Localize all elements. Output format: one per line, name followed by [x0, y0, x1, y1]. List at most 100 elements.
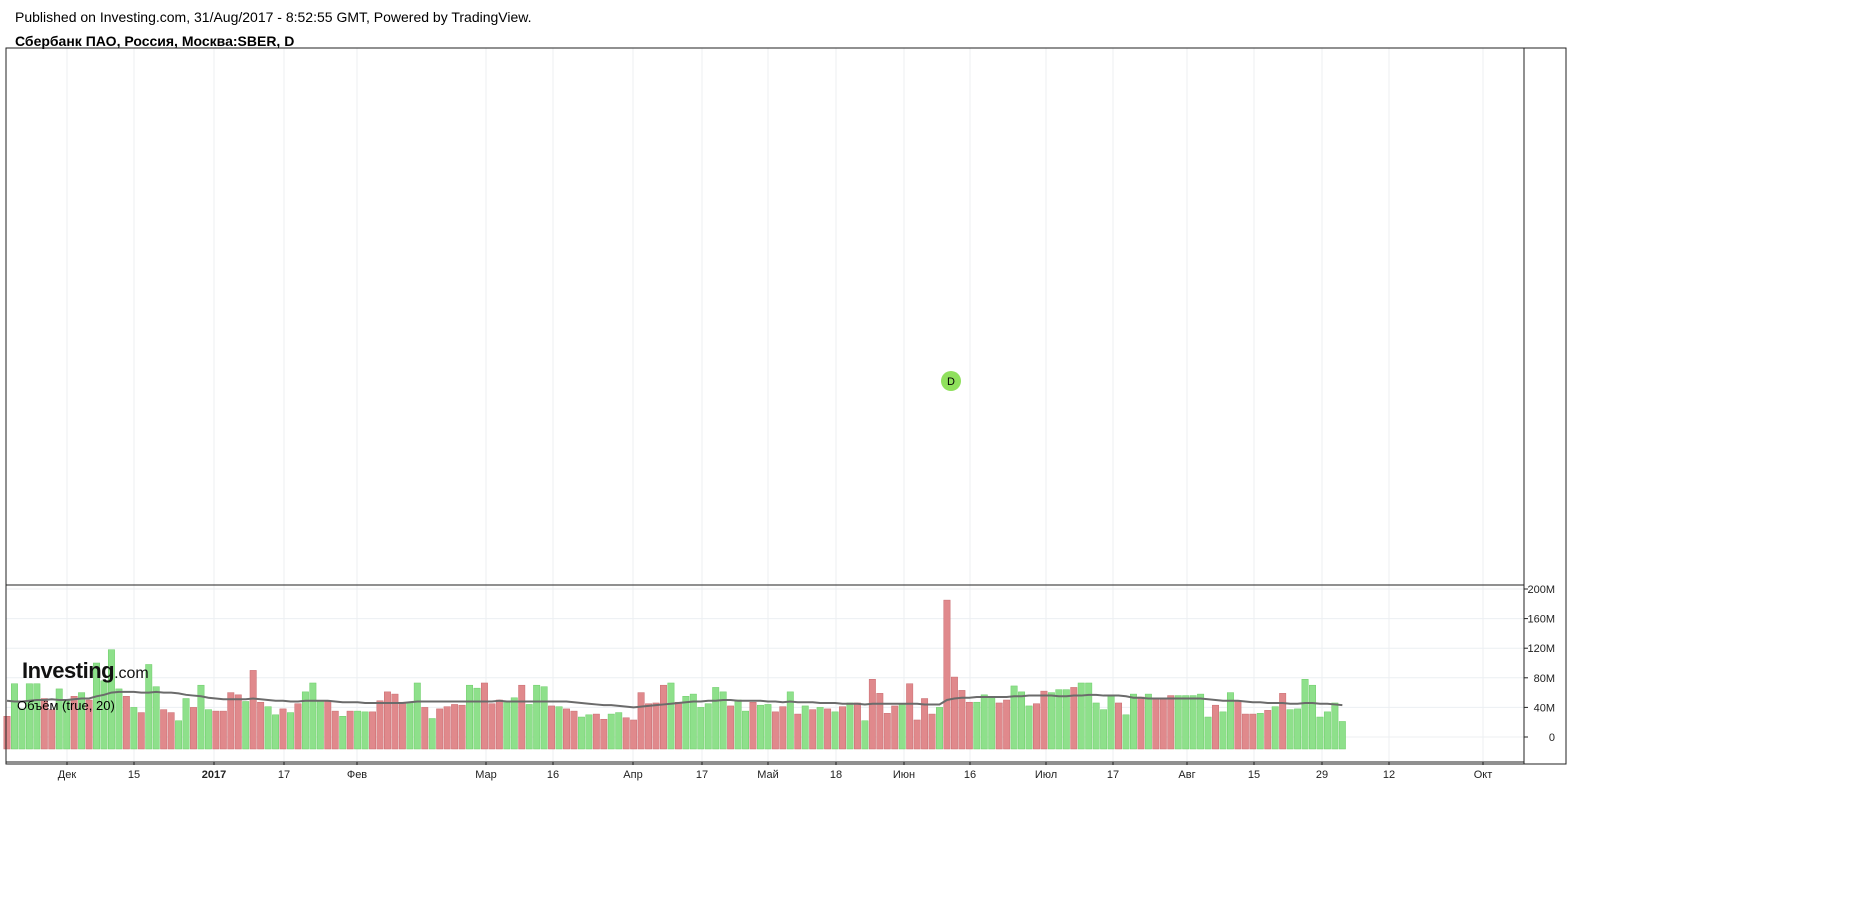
time-axis: Дек 15 2017 17 Фев Мар 16 Апр 17 Май 18 Июн 16 Июл 17 А… [58, 762, 1492, 781]
volume-tick-label: 160M [1527, 614, 1555, 626]
volume-bar [1033, 703, 1040, 750]
volume-bar [443, 706, 451, 750]
investing-logo: Investing.com [22, 658, 149, 684]
time-tick-label: 16 [547, 769, 559, 781]
volume-bar [130, 707, 138, 750]
volume-bar [734, 699, 742, 750]
volume-tick-label: 0 [1549, 732, 1555, 744]
volume-bar [1234, 700, 1242, 750]
volume-bar [794, 713, 802, 750]
volume-bar [190, 707, 197, 750]
volume-bar [1182, 695, 1190, 750]
volume-bar [1115, 702, 1122, 750]
volume-tick-label: 40M [1534, 702, 1555, 714]
time-tick-label: Дек [58, 769, 77, 781]
volume-bar [1130, 693, 1137, 750]
volume-bar [503, 701, 511, 750]
time-tick-label: Апр [623, 769, 642, 781]
volume-bar [1264, 710, 1272, 750]
volume-bar [1212, 704, 1219, 750]
volume-bar [637, 692, 645, 750]
volume-bar [1085, 682, 1093, 750]
volume-bar [600, 718, 608, 750]
volume-bar [883, 713, 891, 750]
volume-bar [1301, 679, 1309, 750]
volume-bar [876, 693, 884, 750]
volume-bar [712, 687, 720, 750]
volume-bar [212, 710, 220, 750]
volume-bar [160, 709, 168, 750]
volume-bar [175, 720, 183, 750]
volume-bar [1070, 687, 1078, 750]
volume-bar [316, 700, 324, 750]
volume-bar [391, 693, 399, 750]
volume-bar [301, 691, 309, 750]
volume-bar [33, 683, 41, 750]
time-tick-label: Фев [347, 769, 367, 781]
volume-bar [264, 706, 272, 750]
volume-bar [742, 710, 749, 750]
volume-bar [585, 714, 593, 750]
volume-bar [1226, 692, 1234, 750]
volume-bar [548, 705, 556, 750]
dividend-marker-label: D [947, 376, 955, 388]
outer-frame [5, 47, 1525, 765]
volume-bar [719, 691, 727, 750]
volume-bar [861, 720, 869, 750]
volume-bar [182, 698, 190, 750]
symbol-title: Сбербанк ПАО, Россия, Москва:SBER, D [15, 33, 295, 49]
chart-frame [5, 47, 1567, 765]
volume-bar [1122, 714, 1130, 750]
volume-bar [615, 712, 623, 750]
volume-bar [287, 712, 294, 750]
volume-bar [1167, 695, 1175, 750]
volume-bar [495, 699, 503, 750]
volume-bar [1025, 705, 1033, 750]
time-tick-label: Окт [1474, 769, 1493, 781]
time-tick-label: Мар [475, 769, 497, 781]
logo-main: Investing [22, 658, 115, 683]
volume-bar [839, 706, 846, 750]
volume-tick-label: 120M [1527, 643, 1555, 655]
time-tick-label: 17 [696, 769, 708, 781]
volume-bar [771, 711, 779, 750]
volume-bar [660, 684, 667, 750]
volume-bar [436, 708, 444, 750]
time-tick-label: 16 [964, 769, 976, 781]
volume-bar [1159, 698, 1167, 750]
time-tick-label: 12 [1383, 769, 1395, 781]
volume-bar [1241, 713, 1249, 750]
volume-bar [406, 701, 414, 750]
volume-bar [249, 670, 257, 750]
volume-bar [480, 682, 488, 750]
logo-suffix: .com [114, 665, 149, 682]
volume-bar [376, 700, 384, 750]
volume-bar [645, 703, 653, 750]
volume-bar [533, 684, 541, 750]
grid-lines [6, 48, 1524, 762]
volume-bar [757, 704, 764, 750]
volume-bar [950, 676, 958, 750]
volume-bar [1092, 702, 1100, 750]
volume-bar [518, 684, 526, 750]
price-overlays: 185.51D [941, 371, 961, 391]
volume-ma-line [6, 690, 1343, 709]
volume-bar [1055, 689, 1063, 750]
volume-bar [1219, 711, 1227, 750]
volume-bar [764, 704, 772, 750]
volume-bar [1137, 696, 1145, 750]
volume-bar [115, 688, 123, 750]
volume-bar [1107, 694, 1115, 750]
volume-bar [1204, 716, 1212, 750]
volume-bar [1338, 721, 1346, 750]
volume-bar [3, 716, 11, 750]
volume-bar [936, 707, 943, 750]
volume-bar [1152, 698, 1160, 750]
volume-series [3, 599, 1346, 750]
volume-bar [219, 710, 227, 750]
volume-bar [346, 710, 354, 750]
volume-bar [458, 704, 466, 750]
volume-bar [831, 711, 839, 750]
volume-bar [1309, 684, 1316, 750]
